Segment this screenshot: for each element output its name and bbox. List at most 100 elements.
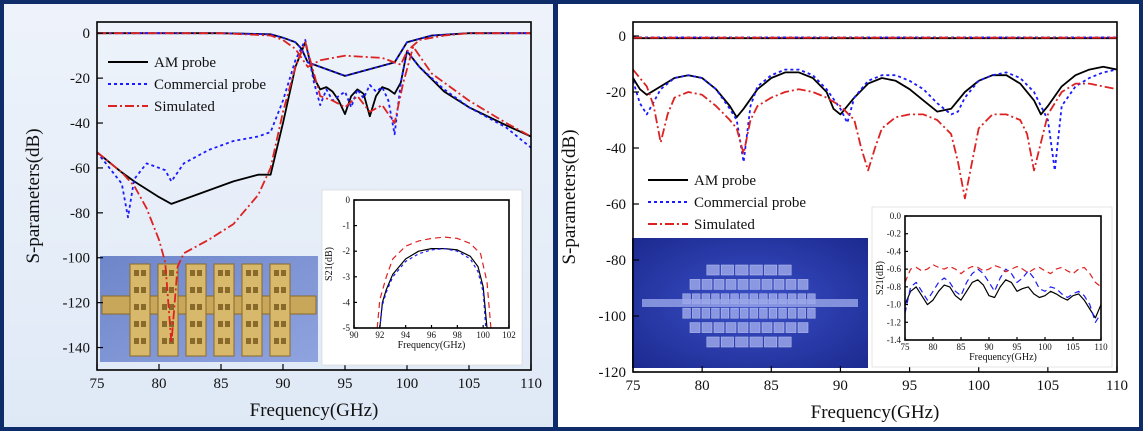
device-cell <box>749 279 761 290</box>
device-slot <box>134 321 139 327</box>
device-cell <box>701 322 713 333</box>
y-tick-label: -4 <box>343 297 351 307</box>
device-cell <box>701 279 713 290</box>
x-tick-label: 98 <box>453 330 463 340</box>
x-tick-label: 80 <box>695 378 710 394</box>
x-tick-label: 110 <box>520 376 542 392</box>
series-line-am-probe <box>905 279 1101 319</box>
y-tick-label: -60 <box>606 197 626 213</box>
device-cell <box>785 279 797 290</box>
series-line-am-probe <box>379 248 488 328</box>
y-tick-label: -0.4 <box>887 246 902 256</box>
device-cell <box>706 264 720 276</box>
device-cell <box>740 307 749 319</box>
x-tick-label: 102 <box>502 330 516 340</box>
device-slot <box>218 321 223 327</box>
device-slot <box>162 338 167 344</box>
device-slot <box>246 304 251 310</box>
device-cell <box>737 322 749 333</box>
device-cell <box>713 322 725 333</box>
x-tick-label: 85 <box>214 376 229 392</box>
device-cell <box>768 307 778 319</box>
device-slot <box>225 287 230 293</box>
device-resonator <box>129 263 151 357</box>
y-tick-label: -20 <box>606 85 626 101</box>
y-tick-label: 0 <box>83 26 91 42</box>
y-tick-label: -1.0 <box>887 300 902 310</box>
y-tick-label: 0.0 <box>890 211 902 221</box>
device-slot <box>218 304 223 310</box>
y-tick-label: -1.4 <box>887 335 902 345</box>
x-tick-label: 110 <box>1094 342 1108 352</box>
device-cell <box>773 322 785 333</box>
inset-plot-area <box>905 216 1101 340</box>
x-tick-label: 100 <box>967 378 990 394</box>
series-line-simulated-s11 <box>97 41 531 344</box>
y-tick-label: -3 <box>343 272 351 282</box>
device-slot <box>169 304 174 310</box>
device-cell <box>764 336 778 348</box>
device-slot <box>225 321 230 327</box>
axes-frame <box>904 215 1102 341</box>
device-resonator <box>157 263 179 357</box>
series-line-simulated-s11 <box>633 69 1117 200</box>
x-axis-label: Frequency(GHz) <box>969 352 1037 363</box>
device-resonator <box>185 263 207 357</box>
y-tick-label: -0.8 <box>887 282 902 292</box>
device-slot <box>134 287 139 293</box>
device-cell <box>730 307 739 319</box>
device-slot <box>190 321 195 327</box>
device-cell <box>692 307 701 319</box>
x-tick-label: 105 <box>458 376 481 392</box>
device-cell <box>725 322 737 333</box>
y-tick-label: -80 <box>606 253 626 269</box>
device-slot <box>246 287 251 293</box>
device-slot <box>253 321 258 327</box>
main-plot-1: 75 80 85 90 95 100 105 110 0 -20 -40 -60 -80 -100 -120… <box>559 21 1128 423</box>
x-axis-label: Frequency(GHz) <box>811 402 940 423</box>
device-cell <box>778 264 792 276</box>
x-tick-label: 80 <box>929 342 939 352</box>
device-slot <box>141 338 146 344</box>
x-tick-label: 75 <box>90 376 105 392</box>
device-cell <box>797 307 806 319</box>
y-tick-label: -0.2 <box>887 229 901 239</box>
series-line-commercial-probe-s11 <box>97 39 531 219</box>
device-slot <box>190 270 195 276</box>
y-tick-label: 0 <box>346 195 351 205</box>
device-slot <box>169 287 174 293</box>
device-cell <box>749 322 761 333</box>
device-slot <box>197 304 202 310</box>
device-cell <box>778 336 792 348</box>
device-slot <box>218 270 223 276</box>
device-cell <box>720 307 730 319</box>
device-slot <box>253 287 258 293</box>
device-slot <box>246 338 251 344</box>
device-slot <box>162 304 167 310</box>
device-slot <box>225 270 230 276</box>
x-tick-label: 100 <box>396 376 419 392</box>
y-tick-label: -60 <box>70 161 90 177</box>
device-cell <box>749 264 763 276</box>
legend-0: AM probe Commercial probe Simulated <box>108 55 266 115</box>
x-tick-label: 96 <box>427 330 437 340</box>
x-tick-label: 110 <box>1106 378 1128 394</box>
device-slot <box>190 304 195 310</box>
device-slot <box>162 321 167 327</box>
series-group <box>376 236 492 328</box>
device-cell <box>761 279 773 290</box>
device-cell <box>797 322 809 333</box>
x-tick-label: 100 <box>476 330 490 340</box>
device-slot <box>197 338 202 344</box>
device-resonator <box>213 263 235 357</box>
legend-label: AM probe <box>154 55 216 71</box>
device-slot <box>134 304 139 310</box>
x-tick-label: 85 <box>764 378 779 394</box>
y-tick-label: -0.6 <box>887 264 902 274</box>
series-line-simulated <box>905 264 1101 288</box>
device-cell <box>749 307 758 319</box>
device-slot <box>134 338 139 344</box>
device-cell <box>735 264 749 276</box>
